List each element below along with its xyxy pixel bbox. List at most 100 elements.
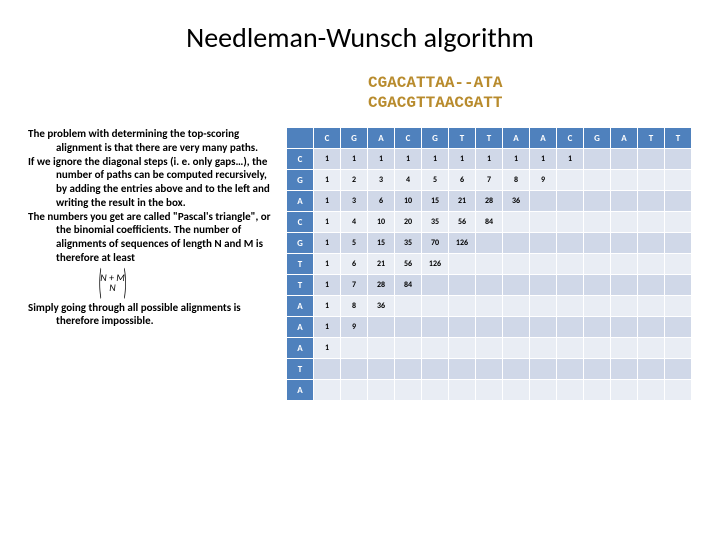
matrix-cell: 1 (314, 212, 340, 232)
matrix-cell (503, 380, 529, 400)
row-header: C (287, 149, 313, 169)
matrix-cell: 5 (422, 170, 448, 190)
col-header: C (395, 128, 421, 148)
matrix-cell: 1 (314, 233, 340, 253)
matrix-cell (449, 359, 475, 379)
matrix-cell (584, 191, 610, 211)
matrix-cell (530, 275, 556, 295)
col-header: A (611, 128, 637, 148)
matrix-cell: 21 (449, 191, 475, 211)
matrix-cell: 6 (341, 254, 367, 274)
matrix-cell (557, 254, 583, 274)
matrix-cell (476, 317, 502, 337)
matrix-cell (557, 170, 583, 190)
matrix-cell (665, 233, 691, 253)
matrix-cell (584, 254, 610, 274)
matrix-cell: 7 (341, 275, 367, 295)
matrix-cell (584, 275, 610, 295)
matrix-cell (449, 317, 475, 337)
matrix-cell (449, 380, 475, 400)
sequence-line-2: CGACGTTAACGATT (368, 93, 692, 113)
row-header: A (287, 317, 313, 337)
matrix-cell (422, 380, 448, 400)
matrix-cell (611, 233, 637, 253)
matrix-cell (638, 317, 664, 337)
col-header: A (530, 128, 556, 148)
matrix-cell (611, 338, 637, 358)
matrix-cell: 70 (422, 233, 448, 253)
matrix-cell (503, 254, 529, 274)
matrix-cell (314, 359, 340, 379)
matrix-cell (530, 359, 556, 379)
matrix-cell: 1 (449, 149, 475, 169)
sequence-line-1: CGACATTAA--ATA (368, 73, 692, 93)
matrix-cell: 3 (341, 191, 367, 211)
matrix-cell (530, 212, 556, 232)
matrix-cell (665, 359, 691, 379)
matrix-cell (422, 317, 448, 337)
matrix-cell (665, 317, 691, 337)
matrix-cell (422, 359, 448, 379)
matrix-cell (584, 170, 610, 190)
matrix-cell (611, 212, 637, 232)
formula-bottom: N (100, 283, 125, 293)
matrix-cell (395, 296, 421, 316)
col-header: C (314, 128, 340, 148)
matrix-cell (530, 338, 556, 358)
matrix-cell: 1 (557, 149, 583, 169)
matrix-cell (638, 359, 664, 379)
content-area: The problem with determining the top-sco… (28, 127, 692, 401)
matrix-cell (341, 380, 367, 400)
corner-cell (287, 128, 313, 148)
matrix-cell (530, 254, 556, 274)
matrix-cell: 15 (422, 191, 448, 211)
row-header: T (287, 254, 313, 274)
matrix-cell (368, 338, 394, 358)
matrix-cell (503, 275, 529, 295)
matrix-cell (476, 233, 502, 253)
pascal-matrix: CGACGTTAACGATTC1111111111G123456789A1361… (286, 127, 692, 401)
matrix-cell (584, 149, 610, 169)
matrix-cell (584, 380, 610, 400)
matrix-cell: 4 (341, 212, 367, 232)
row-header: T (287, 359, 313, 379)
matrix-cell: 1 (368, 149, 394, 169)
col-header: A (503, 128, 529, 148)
matrix-cell (395, 359, 421, 379)
matrix-cell (638, 191, 664, 211)
matrix-cell (476, 380, 502, 400)
matrix-cell: 56 (395, 254, 421, 274)
matrix-cell (395, 380, 421, 400)
matrix-cell (503, 317, 529, 337)
matrix-cell (476, 275, 502, 295)
matrix-cell (476, 359, 502, 379)
matrix-cell (665, 338, 691, 358)
matrix-cell: 126 (422, 254, 448, 274)
matrix-cell (638, 338, 664, 358)
matrix-cell: 1 (314, 338, 340, 358)
matrix-cell (503, 296, 529, 316)
paragraph-4: Simply going through all possible alignm… (28, 301, 276, 329)
matrix-cell: 4 (395, 170, 421, 190)
matrix-cell: 1 (314, 149, 340, 169)
matrix-cell: 84 (476, 212, 502, 232)
matrix-cell (638, 233, 664, 253)
paragraph-3: The numbers you get are called "Pascal's… (28, 210, 276, 265)
matrix-cell (422, 296, 448, 316)
matrix-cell: 56 (449, 212, 475, 232)
matrix-cell (638, 170, 664, 190)
matrix-cell (557, 359, 583, 379)
col-header: A (368, 128, 394, 148)
col-header: T (449, 128, 475, 148)
matrix-cell (611, 275, 637, 295)
description-column: The problem with determining the top-sco… (28, 127, 276, 401)
row-header: G (287, 233, 313, 253)
matrix-cell (665, 212, 691, 232)
matrix-cell (368, 359, 394, 379)
matrix-cell: 8 (503, 170, 529, 190)
matrix-cell (665, 296, 691, 316)
matrix-cell: 9 (341, 317, 367, 337)
matrix-cell (557, 233, 583, 253)
matrix-cell (449, 254, 475, 274)
matrix-cell (584, 212, 610, 232)
